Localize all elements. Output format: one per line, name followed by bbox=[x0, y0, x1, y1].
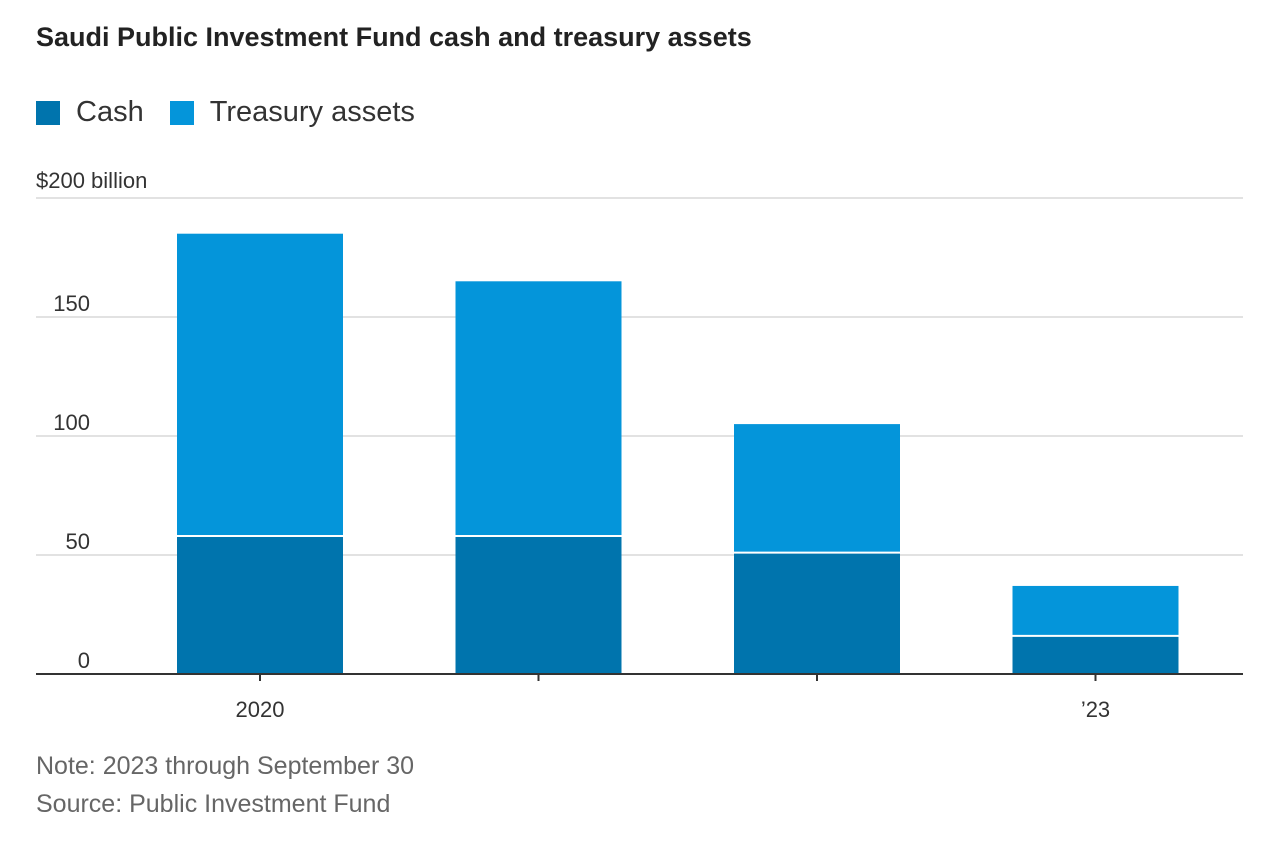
chart-source: Source: Public Investment Fund bbox=[36, 790, 391, 818]
x-tick-label: ’23 bbox=[1081, 697, 1110, 722]
bar-cash-2021 bbox=[455, 535, 622, 674]
bar-cash-2022 bbox=[734, 552, 900, 674]
y-axis-unit-label: $200 billion bbox=[36, 168, 148, 193]
bar-treasury-assets-2021 bbox=[455, 281, 622, 536]
legend: Cash Treasury assets bbox=[36, 96, 441, 129]
y-tick-label: 50 bbox=[66, 529, 90, 554]
y-tick-label: 0 bbox=[78, 648, 90, 673]
bar-cash-2023 bbox=[1012, 635, 1179, 674]
chart-note: Note: 2023 through September 30 bbox=[36, 752, 415, 780]
y-tick-label: 100 bbox=[53, 410, 90, 435]
y-tick-label: 150 bbox=[53, 291, 90, 316]
x-tick-label: 2020 bbox=[236, 697, 285, 722]
legend-label-treasury: Treasury assets bbox=[209, 96, 415, 128]
bar-treasury-assets-2020 bbox=[177, 233, 343, 536]
chart-title: Saudi Public Investment Fund cash and tr… bbox=[36, 22, 752, 52]
legend-swatch-treasury bbox=[169, 100, 194, 125]
bar-treasury-assets-2022 bbox=[734, 424, 900, 553]
bar-cash-2020 bbox=[177, 535, 343, 674]
bar-treasury-assets-2023 bbox=[1012, 585, 1179, 636]
legend-swatch-cash bbox=[36, 100, 60, 125]
legend-label-cash: Cash bbox=[76, 96, 144, 128]
